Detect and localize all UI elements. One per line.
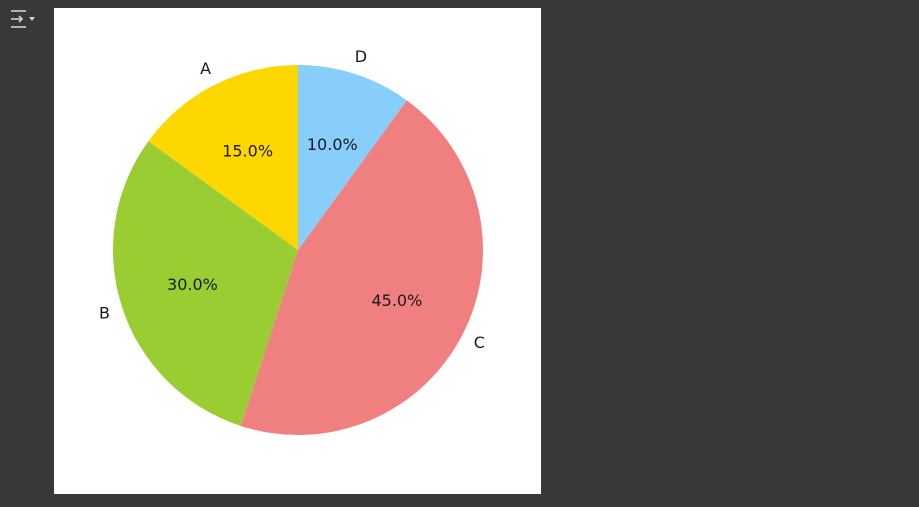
category-label-c: C xyxy=(474,333,485,352)
pie-chart: A 15.0% B 30.0% C 45.0% D 10.0% xyxy=(99,47,485,436)
percent-label-c: 45.0% xyxy=(371,291,422,310)
percent-label-a: 15.0% xyxy=(222,142,273,161)
pie-slice-d xyxy=(298,65,407,250)
output-collapse-icon[interactable] xyxy=(8,8,38,30)
pie-slice-a xyxy=(148,65,298,250)
pie-slice-b xyxy=(113,141,298,426)
pie-slice-c xyxy=(240,100,484,436)
pie-chart-figure: A 15.0% B 30.0% C 45.0% D 10.0% xyxy=(54,8,541,494)
category-label-b: B xyxy=(99,303,110,322)
percent-label-d: 10.0% xyxy=(307,135,358,154)
category-label-a: A xyxy=(200,59,211,78)
category-label-d: D xyxy=(355,47,367,66)
percent-label-b: 30.0% xyxy=(167,275,218,294)
